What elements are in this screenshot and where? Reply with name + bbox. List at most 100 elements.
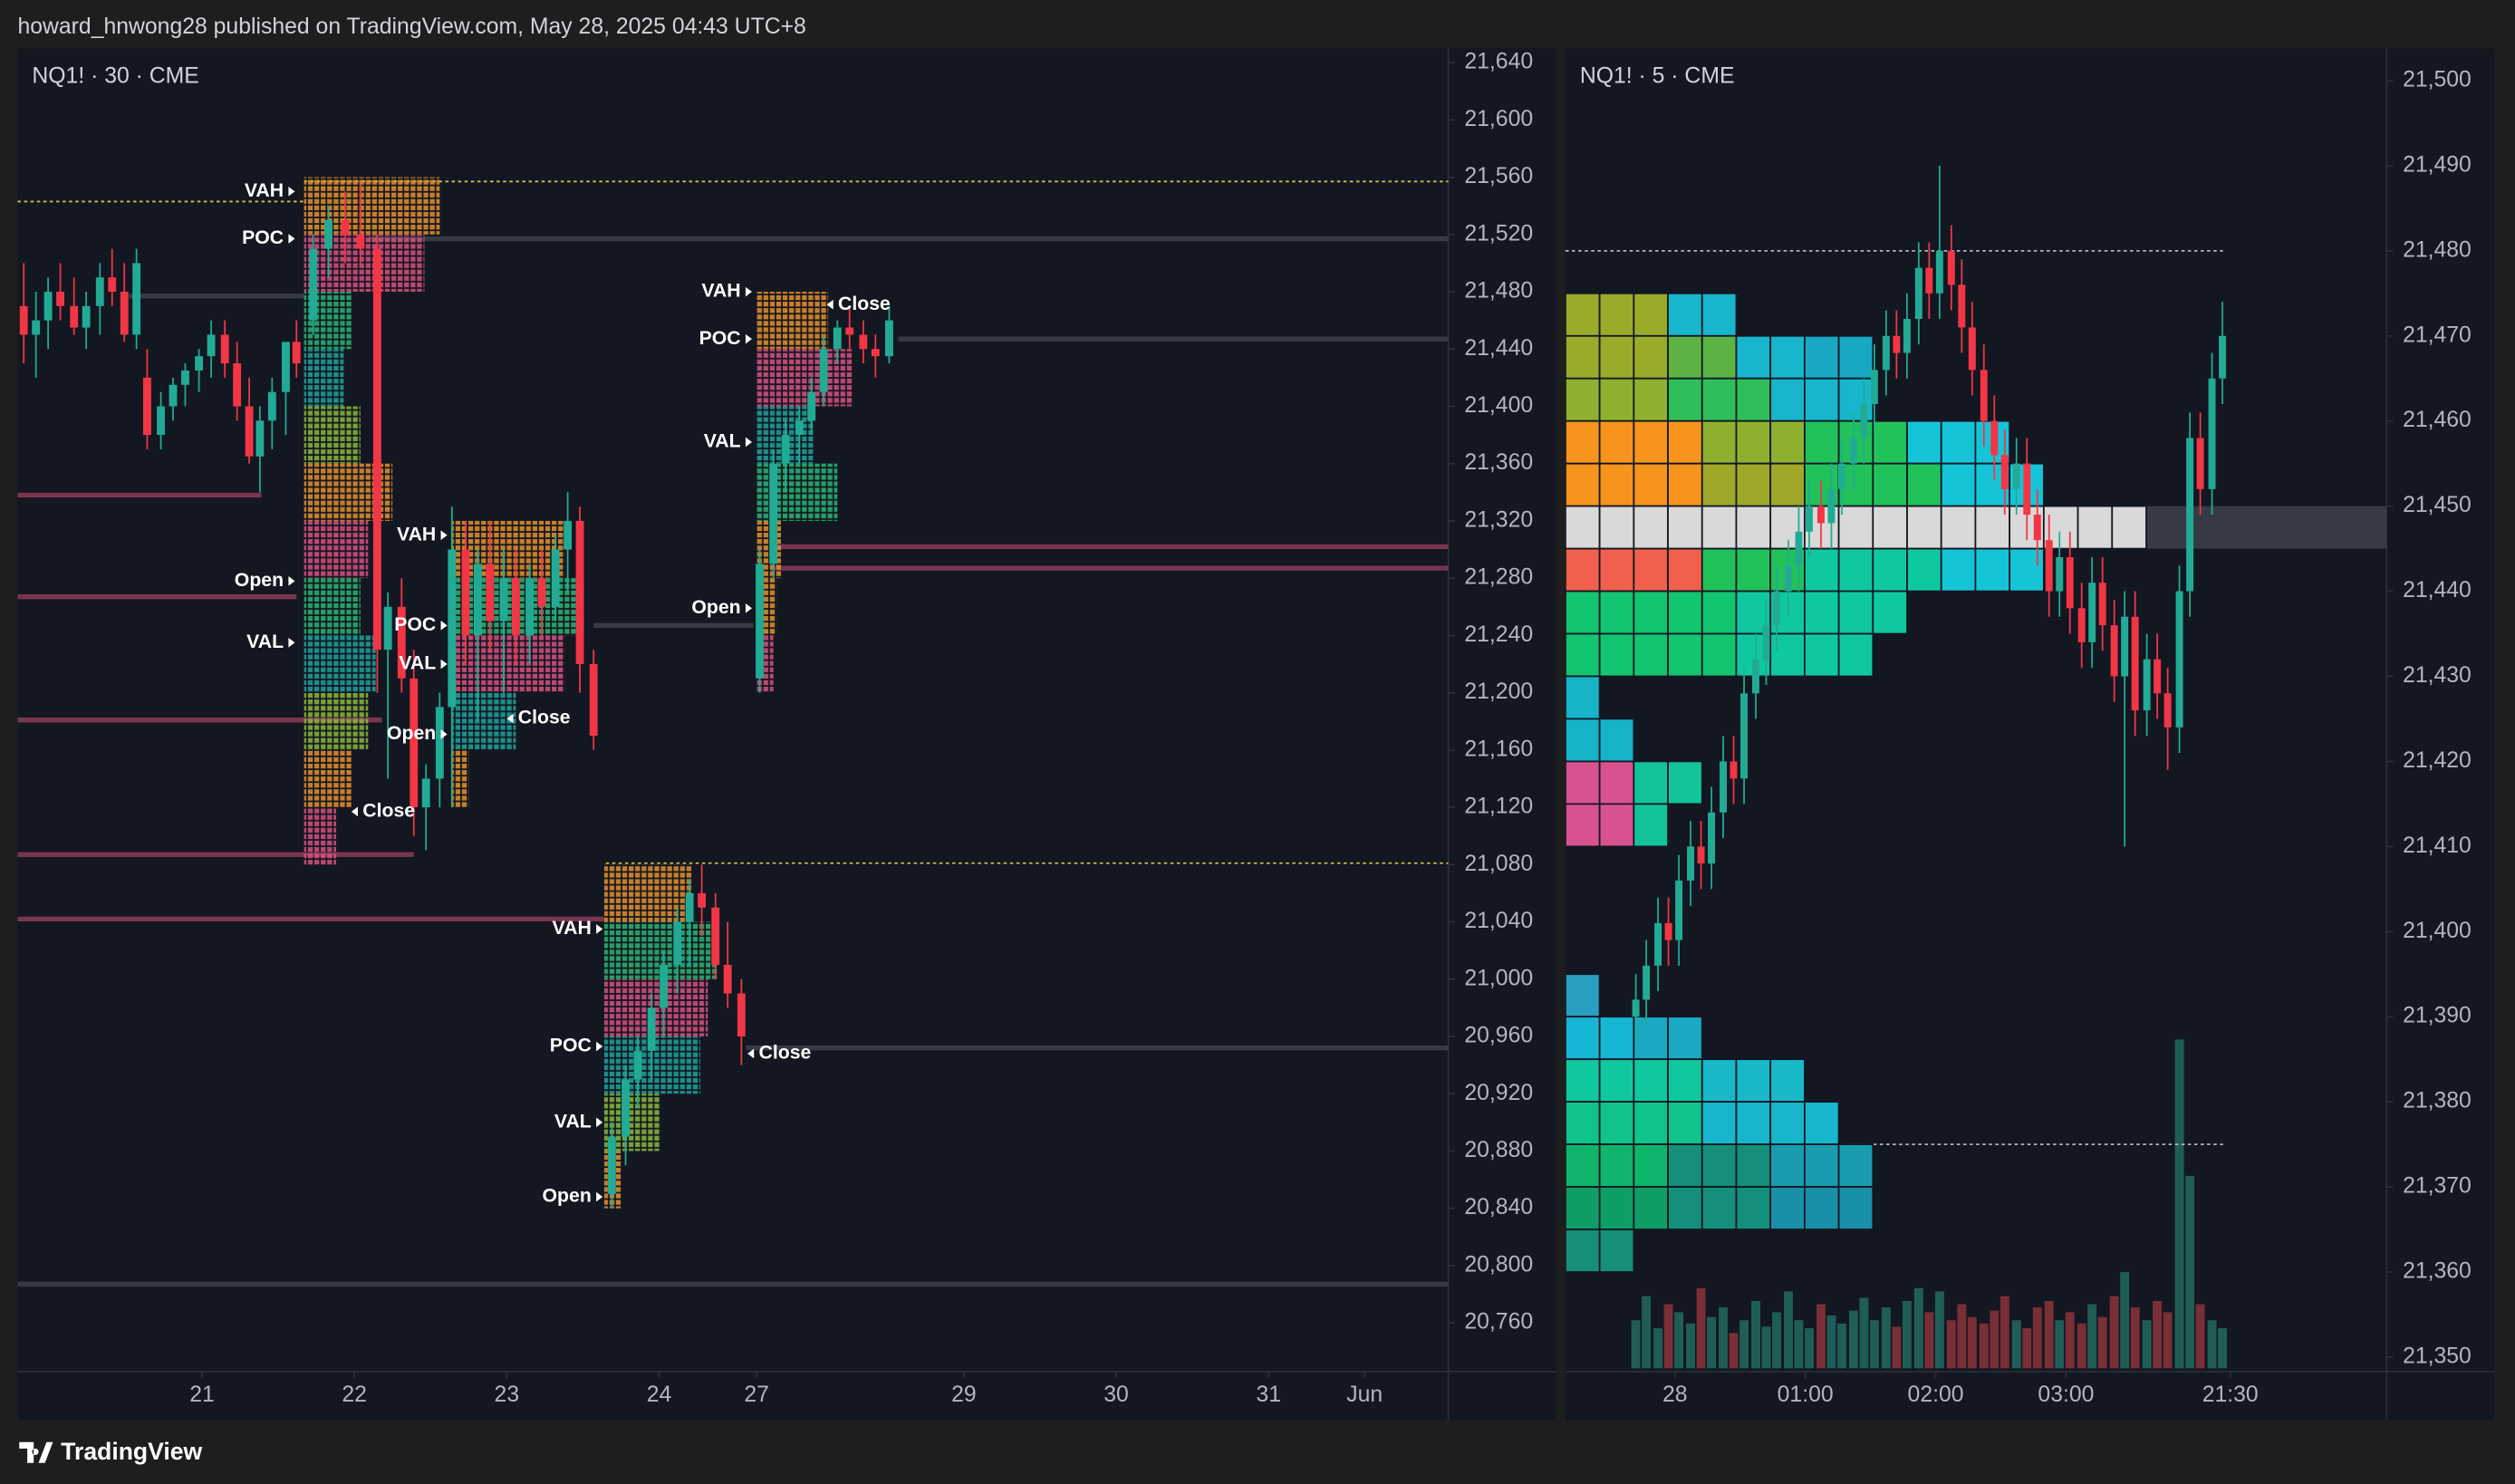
annotation-arrow [745,603,753,613]
profile-cell [1804,590,1840,635]
volume-bar [1881,1307,1891,1369]
candle-body [2121,616,2129,677]
tpo-row [451,749,469,808]
plot-area [1565,165,2387,1369]
profile-cell [1804,1101,1840,1145]
candle-body [685,892,694,922]
profile-cell [1667,505,1703,550]
candle-body [660,964,668,1008]
profile-cell [1769,632,1806,678]
profile-cell [2009,547,2045,593]
volume-bar [2109,1296,2119,1369]
candle-body [2088,583,2096,642]
profile-cell [1667,1016,1703,1061]
annotation-arrow [440,659,448,670]
candle-body [2186,438,2194,592]
profile-cell [1940,505,1977,550]
candle-body [2131,616,2139,711]
volume-bar [1642,1296,1652,1369]
volume-bar [1751,1300,1760,1369]
annotation-label: POC [394,613,436,635]
volume-bar [2044,1300,2054,1369]
profile-cell [1598,1101,1635,1145]
volume-bar [2087,1304,2097,1369]
profile-cell [1735,377,1772,422]
annotation-arrow [288,187,295,197]
candle-body [245,406,254,457]
profile-cell [1701,1186,1738,1230]
annotation-label: Open [691,596,740,618]
profile-cell [1598,760,1635,805]
annotation-label: VAH [553,917,592,939]
tpo-row [304,635,376,693]
candle-body [372,248,381,650]
volume-bar [2077,1323,2086,1369]
y-tick-label: 21,390 [2403,1004,2472,1028]
profile-cell [1667,377,1703,422]
candle-body [2056,556,2064,592]
profile-cell [1804,1186,1840,1230]
tpo-row [756,463,838,521]
candle-body [19,305,28,335]
logo [19,1441,53,1463]
profile-cell [1837,632,1874,678]
profile-cell [1598,1016,1635,1061]
candle-body [309,248,318,321]
profile-row [1565,419,2011,465]
candle-body [1654,922,1662,966]
profile-cell [1837,1143,1874,1188]
profile-cell [1769,462,1806,507]
y-tick-label: 21,520 [1464,221,1533,246]
candle-body [397,606,406,679]
annotation-label: VAL [399,652,436,674]
candle-body [1980,370,1988,421]
profile-cell [1735,1058,1772,1103]
profile-cell [1735,505,1772,550]
x-tick-label: 27 [744,1383,769,1407]
candle-body [2098,583,2106,626]
candle-body [169,384,178,407]
candle-body [95,277,104,306]
candle-body [1860,403,1868,438]
profile-cell [1701,632,1738,678]
volume-bar [1816,1304,1826,1369]
volume-bar [1663,1304,1673,1369]
profile-row [1565,973,1601,1018]
y-tick-label: 21,460 [2403,408,2472,432]
y-tick-label: 20,800 [1464,1252,1533,1277]
volume-bar [1772,1312,1781,1369]
volume-bar [2174,1039,2184,1369]
y-tick-label: 21,160 [1464,737,1533,761]
y-tick-label: 21,360 [2403,1259,2472,1284]
profile-cell [1633,547,1669,593]
candle-body [448,549,457,708]
profile-cell [1735,1143,1772,1188]
profile-cell [1940,547,1977,593]
candle-body [845,327,854,335]
candle-body [1730,761,1738,779]
chart-title: NQ1! · 30 · CME [32,64,198,89]
tpo-row [451,635,565,693]
y-tick-label: 21,420 [2403,748,2472,773]
profile-row [1565,675,1601,720]
profile-cell [1701,1058,1738,1103]
profile-cell [1667,590,1703,635]
candle-body [1893,335,1901,353]
y-tick-label: 20,920 [1464,1081,1533,1105]
volume-bar [2153,1300,2163,1369]
volume-bar [1761,1326,1771,1369]
profile-cell [1565,377,1601,422]
candle-body [157,406,165,436]
y-tick-label: 20,880 [1464,1138,1533,1162]
annotation-arrow [596,1191,603,1202]
y-tick-label: 21,380 [2403,1089,2472,1113]
annotation-arrow [596,1117,603,1128]
volume-bar [2130,1307,2140,1369]
profile-cell [1735,462,1772,507]
candle-body [2077,608,2086,642]
profile-cell [1804,419,1840,465]
profile-cell [1598,505,1635,550]
candle-body [473,564,482,636]
profile-cell [1837,505,1874,550]
